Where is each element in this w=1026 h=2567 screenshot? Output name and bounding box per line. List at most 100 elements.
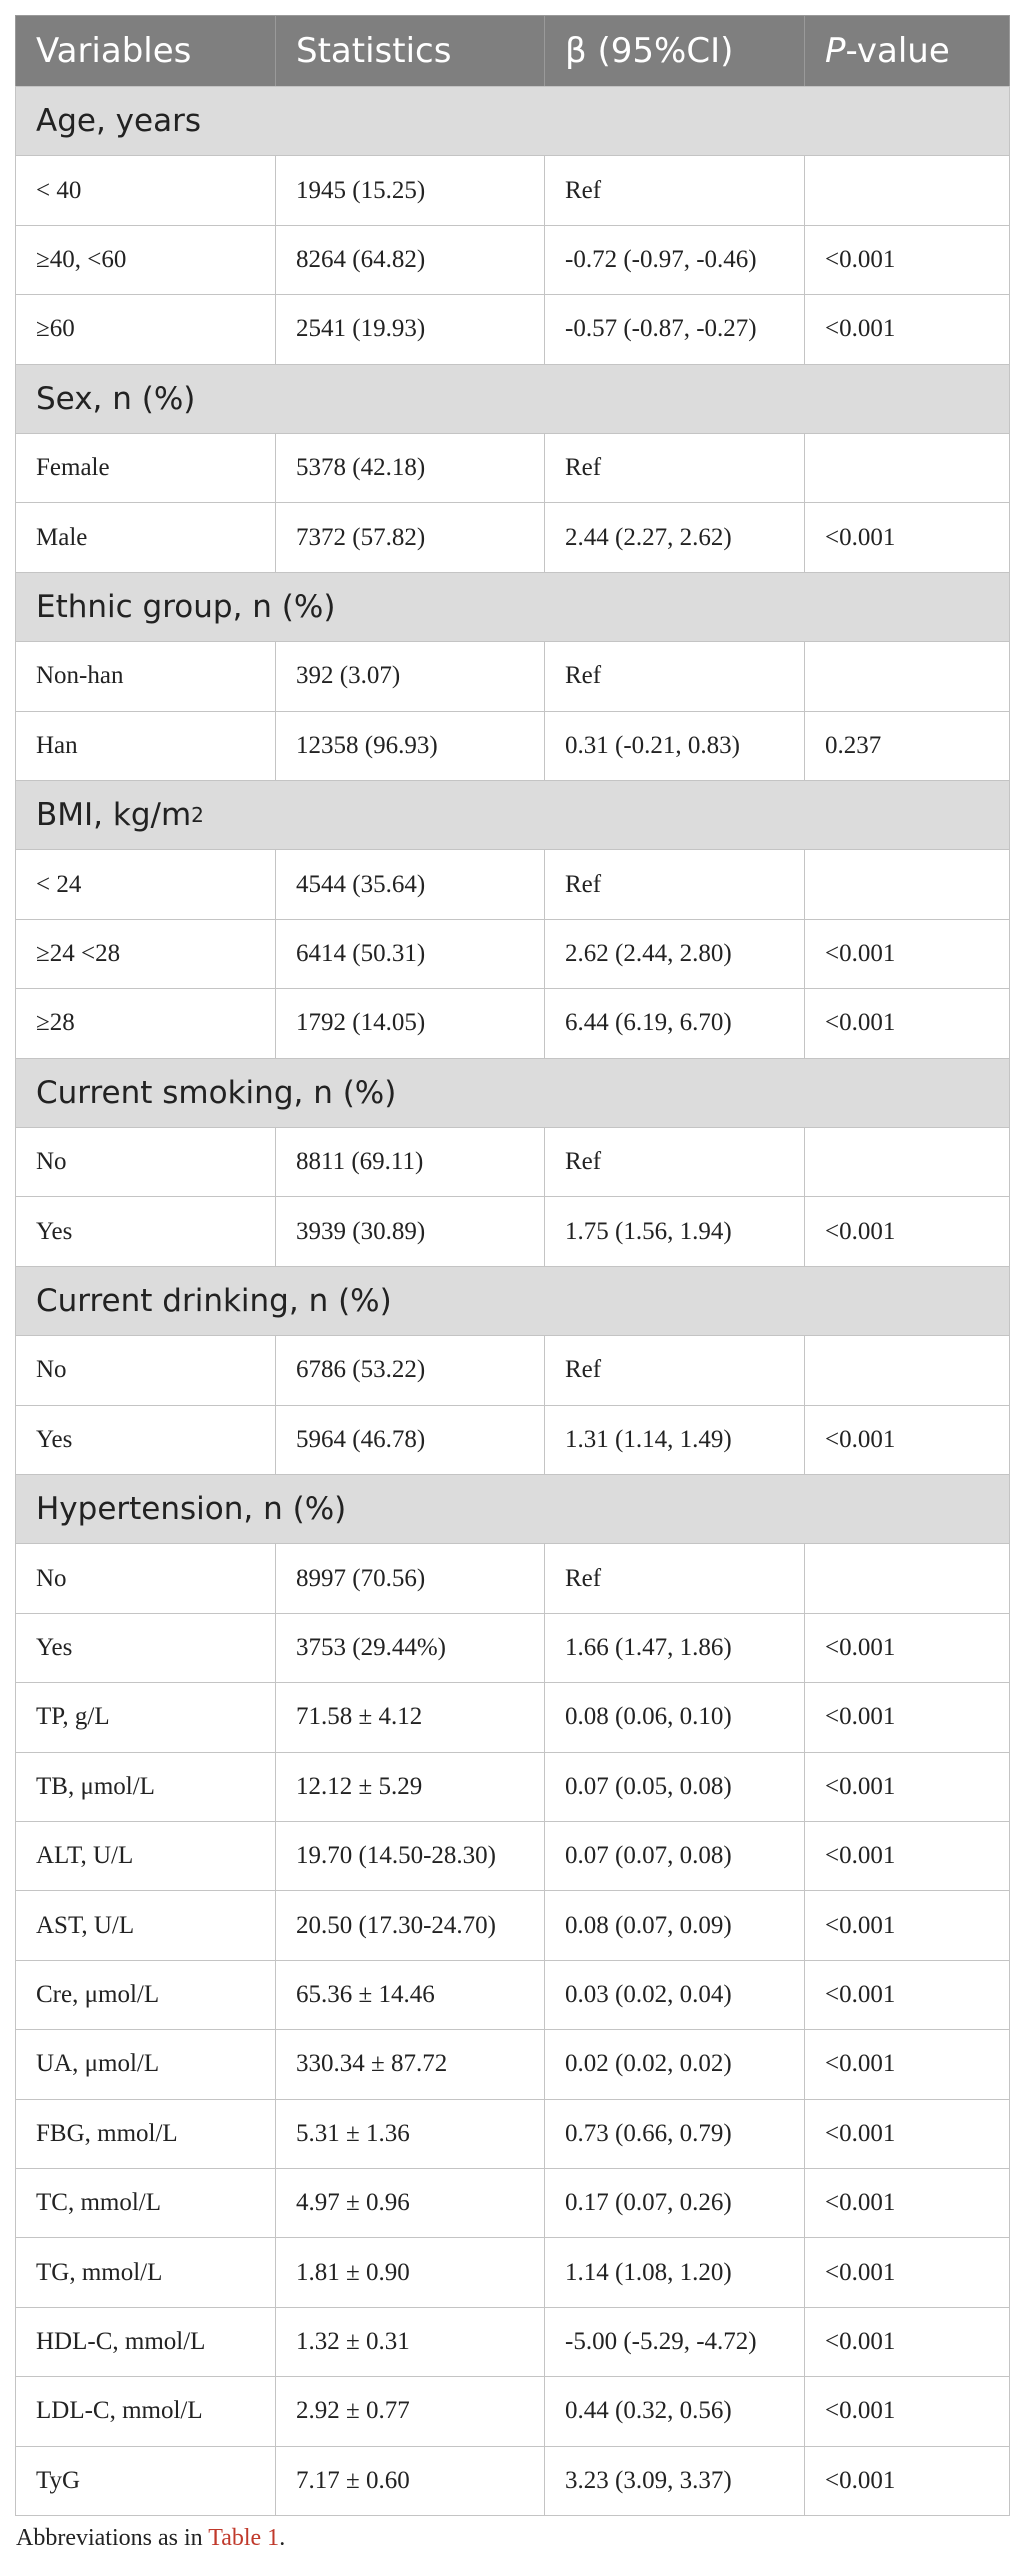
table-cell: <0.001 — [804, 224, 1010, 296]
table-cell: TG, mmol/L — [15, 2237, 276, 2308]
table-cell — [804, 849, 1010, 920]
table-cell: -0.57 (-0.87, -0.27) — [544, 294, 805, 365]
table-cell: Ref — [544, 1335, 805, 1406]
table-cell: FBG, mmol/L — [15, 2098, 276, 2169]
header-cell: β (95%CI) — [544, 15, 805, 87]
table-cell: 1.66 (1.47, 1.86) — [544, 1612, 805, 1684]
table-cell: Yes — [15, 1196, 276, 1267]
table-cell: <0.001 — [804, 1751, 1010, 1822]
table-cell: 2.44 (2.27, 2.62) — [544, 502, 805, 573]
table-cell: No — [15, 1127, 276, 1198]
table-cell: 8811 (69.11) — [275, 1127, 545, 1198]
table-cell: ≥40, <60 — [15, 224, 276, 296]
table-cell: <0.001 — [804, 2306, 1010, 2378]
table-cell: <0.001 — [804, 988, 1010, 1059]
table-cell: 8264 (64.82) — [275, 224, 545, 296]
table-cell: No — [15, 1543, 276, 1614]
table-cell — [804, 433, 1010, 504]
table-cell: Ref — [544, 433, 805, 504]
table-cell: <0.001 — [804, 502, 1010, 573]
table-cell: Female — [15, 433, 276, 504]
table-cell: Han — [15, 710, 276, 781]
table-cell: 7.17 ± 0.60 — [275, 2445, 545, 2516]
section-row: Current smoking, n (%) — [15, 1057, 1010, 1128]
table-cell — [804, 641, 1010, 712]
table-cell: Ref — [544, 849, 805, 920]
table-cell: 1945 (15.25) — [275, 155, 545, 226]
table-cell: 65.36 ± 14.46 — [275, 1959, 545, 2031]
table-cell: 5964 (46.78) — [275, 1404, 545, 1475]
table-cell: Male — [15, 502, 276, 573]
table-cell: UA, μmol/L — [15, 2029, 276, 2100]
section-title: Current smoking, n (%) — [36, 1074, 397, 1111]
table-cell: <0.001 — [804, 2098, 1010, 2169]
table-cell: Ref — [544, 1543, 805, 1614]
table-link[interactable]: Table 1 — [208, 2525, 280, 2551]
table-cell: <0.001 — [804, 1890, 1010, 1961]
table-cell: 0.31 (-0.21, 0.83) — [544, 710, 805, 781]
table-cell: TB, μmol/L — [15, 1751, 276, 1822]
header-cell: Statistics — [275, 15, 545, 87]
footnote-text: Abbreviations as in — [16, 2525, 203, 2551]
table-cell: 71.58 ± 4.12 — [275, 1682, 545, 1753]
table-cell: 5.31 ± 1.36 — [275, 2098, 545, 2169]
table-cell: <0.001 — [804, 2237, 1010, 2308]
table-cell: <0.001 — [804, 1404, 1010, 1475]
table-cell: 330.34 ± 87.72 — [275, 2029, 545, 2100]
table-cell: ≥24 <28 — [15, 918, 276, 990]
table-cell: 2541 (19.93) — [275, 294, 545, 365]
section-title: Sex, n (%) — [36, 380, 196, 417]
table-cell: 392 (3.07) — [275, 641, 545, 712]
table-cell: Yes — [15, 1404, 276, 1475]
table-cell: 2.62 (2.44, 2.80) — [544, 918, 805, 990]
section-row: BMI, kg/m 2 — [15, 780, 1010, 851]
table-cell: TyG — [15, 2445, 276, 2516]
table-cell: <0.001 — [804, 2445, 1010, 2516]
table-cell: 1792 (14.05) — [275, 988, 545, 1059]
table-cell: <0.001 — [804, 1196, 1010, 1267]
table-cell: 0.07 (0.07, 0.08) — [544, 1821, 805, 1892]
table-cell: <0.001 — [804, 2029, 1010, 2100]
section-title: Current drinking, n (%) — [36, 1282, 392, 1319]
table-cell: Ref — [544, 641, 805, 712]
table-cell: 0.44 (0.32, 0.56) — [544, 2376, 805, 2447]
table-cell: ≥60 — [15, 294, 276, 365]
table-cell: Cre, μmol/L — [15, 1959, 276, 2031]
table-cell: 6414 (50.31) — [275, 918, 545, 990]
table-cell: -5.00 (-5.29, -4.72) — [544, 2306, 805, 2378]
table-cell: 8997 (70.56) — [275, 1543, 545, 1614]
table-cell: 1.32 ± 0.31 — [275, 2306, 545, 2378]
table-cell: ≥28 — [15, 988, 276, 1059]
table-cell: 6786 (53.22) — [275, 1335, 545, 1406]
section-title: BMI, kg/m — [36, 797, 192, 834]
table-cell: 20.50 (17.30-24.70) — [275, 1890, 545, 1961]
table-cell: 0.73 (0.66, 0.79) — [544, 2098, 805, 2169]
header-cell: Variables — [15, 15, 276, 87]
table-cell: 0.02 (0.02, 0.02) — [544, 2029, 805, 2100]
table-cell: 0.03 (0.02, 0.04) — [544, 1959, 805, 2031]
section-row: Sex, n (%) — [15, 363, 1010, 434]
table-cell: 7372 (57.82) — [275, 502, 545, 573]
table-cell: Non-han — [15, 641, 276, 712]
table-cell — [804, 155, 1010, 226]
p-italic: P — [825, 31, 846, 71]
table-cell: <0.001 — [804, 1959, 1010, 2031]
table-cell: <0.001 — [804, 2168, 1010, 2239]
table-cell: 2.92 ± 0.77 — [275, 2376, 545, 2447]
table-cell: 0.07 (0.05, 0.08) — [544, 1751, 805, 1822]
table-cell — [804, 1543, 1010, 1614]
section-row: Ethnic group, n (%) — [15, 571, 1010, 643]
table-cell: <0.001 — [804, 2376, 1010, 2447]
p-rest: -value — [845, 31, 950, 71]
table-cell: Ref — [544, 155, 805, 226]
table-cell: TP, g/L — [15, 1682, 276, 1753]
table-cell: -0.72 (-0.97, -0.46) — [544, 224, 805, 296]
table-cell: 12.12 ± 5.29 — [275, 1751, 545, 1822]
table-cell: <0.001 — [804, 1612, 1010, 1684]
table-cell: TC, mmol/L — [15, 2168, 276, 2239]
footnote-end: . — [279, 2525, 286, 2551]
table-cell: LDL-C, mmol/L — [15, 2376, 276, 2447]
table-cell: 0.17 (0.07, 0.26) — [544, 2168, 805, 2239]
table-cell: 1.81 ± 0.90 — [275, 2237, 545, 2308]
